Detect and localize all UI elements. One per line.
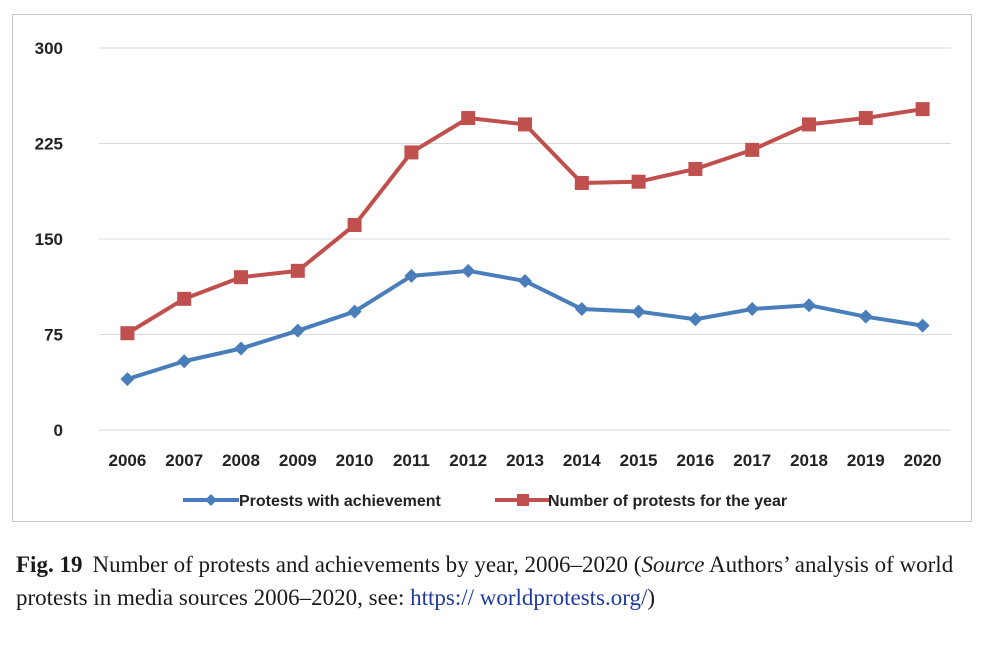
x-tick-label: 2008 <box>222 451 260 470</box>
data-point <box>915 318 930 333</box>
y-axis-ticks: 0 75 150 225 300 <box>35 39 63 440</box>
y-tick-label: 150 <box>35 230 63 249</box>
series-1 <box>120 102 930 341</box>
data-point <box>177 291 192 306</box>
caption-text: Number of protests and achievements by y… <box>92 552 642 577</box>
caption-source-text: Authors’ analysis of world protests in m… <box>16 552 954 610</box>
data-point <box>915 102 930 117</box>
data-point <box>802 117 816 132</box>
data-point <box>461 111 476 126</box>
data-point <box>518 117 532 132</box>
data-point <box>347 304 362 319</box>
x-tick-label: 2016 <box>676 451 714 470</box>
data-point <box>404 268 419 283</box>
x-tick-label: 2010 <box>336 451 374 470</box>
data-point <box>347 217 362 232</box>
source-link[interactable]: https:// worldprotests.org/ <box>410 585 648 610</box>
data-point <box>290 323 305 338</box>
data-point <box>518 274 532 289</box>
data-point <box>745 142 760 157</box>
caption-closing: ) <box>647 585 656 610</box>
data-point <box>631 174 646 189</box>
caption-source-word: Source <box>641 552 705 577</box>
data-point <box>802 298 816 313</box>
data-point <box>404 145 419 160</box>
series-lines <box>120 102 930 387</box>
x-tick-label: 2019 <box>847 451 885 470</box>
x-tick-label: 2012 <box>449 451 487 470</box>
x-tick-label: 2015 <box>620 451 658 470</box>
data-point <box>858 309 873 324</box>
x-tick-label: 2018 <box>790 451 828 470</box>
data-point <box>631 304 646 319</box>
x-tick-label: 2009 <box>279 451 317 470</box>
data-point <box>120 326 135 341</box>
legend-label: Number of protests for the year <box>548 493 787 510</box>
y-tick-label: 75 <box>44 326 63 345</box>
data-point <box>290 263 305 278</box>
data-point <box>234 270 248 285</box>
x-tick-label: 2020 <box>904 451 942 470</box>
data-point <box>120 372 135 387</box>
figure-caption: Fig. 19 Number of protests and achievemen… <box>16 548 980 614</box>
x-tick-label: 2011 <box>393 451 430 470</box>
series-line <box>126 107 923 335</box>
y-tick-label: 225 <box>35 135 63 154</box>
data-point <box>688 161 703 176</box>
data-point <box>177 354 192 369</box>
data-point <box>745 302 760 317</box>
data-point <box>234 341 248 356</box>
y-tick-label: 0 <box>54 421 63 440</box>
x-tick-label: 2014 <box>563 451 601 470</box>
series-0 <box>120 263 930 387</box>
data-point <box>461 263 476 278</box>
legend-marker <box>205 494 217 506</box>
x-tick-label: 2006 <box>108 451 146 470</box>
chart-frame: 0 75 150 225 300 2006 2007 2008 2009 2010 2011 201… <box>12 14 972 522</box>
figure-label: Fig. 19 <box>16 552 83 577</box>
legend-item-0: Protests with achievement <box>183 493 442 510</box>
gridlines <box>99 47 951 431</box>
legend-marker <box>517 494 529 506</box>
legend: Protests with achievement Number of prote… <box>183 493 787 510</box>
x-tick-label: 2017 <box>733 451 771 470</box>
legend-item-1: Number of protests for the year <box>495 493 787 510</box>
x-tick-label: 2013 <box>506 451 544 470</box>
data-point <box>858 111 873 126</box>
line-chart: 0 75 150 225 300 2006 2007 2008 2009 2010 2011 201… <box>35 39 951 510</box>
data-point <box>688 312 703 327</box>
x-tick-label: 2007 <box>165 451 203 470</box>
data-point <box>574 175 589 190</box>
legend-label: Protests with achievement <box>239 493 442 510</box>
x-axis-ticks: 2006 2007 2008 2009 2010 2011 2012 2013 2014 2015… <box>108 451 941 470</box>
y-tick-label: 300 <box>35 39 63 58</box>
data-point <box>574 302 589 317</box>
